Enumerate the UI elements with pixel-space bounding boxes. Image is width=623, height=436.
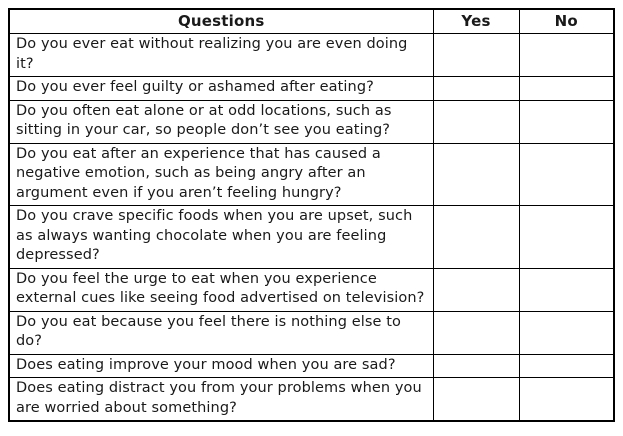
yes-answer-cell[interactable] [432,142,520,206]
no-answer-cell[interactable] [518,205,615,269]
questionnaire-table: Questions Yes No Do you ever eat without… [8,8,615,422]
no-answer-cell[interactable] [518,377,615,422]
yes-answer-cell[interactable] [432,99,520,144]
no-answer-cell[interactable] [518,353,615,378]
column-header-yes: Yes [432,8,520,34]
question-text: Do you often eat alone or at odd locatio… [8,99,434,144]
yes-answer-cell[interactable] [432,33,520,77]
no-answer-cell[interactable] [518,76,615,101]
question-text: Do you eat because you feel there is not… [8,310,434,355]
yes-answer-cell[interactable] [432,76,520,101]
table-header-row: Questions Yes No [8,8,615,34]
table-row: Do you crave specific foods when you are… [8,205,615,269]
yes-answer-cell[interactable] [432,205,520,269]
no-answer-cell[interactable] [518,33,615,77]
yes-answer-cell[interactable] [432,310,520,355]
table-row: Do you often eat alone or at odd locatio… [8,99,615,144]
no-answer-cell[interactable] [518,310,615,355]
column-header-no: No [518,8,615,34]
questions-table-body: Do you ever eat without realizing you ar… [8,33,615,422]
no-answer-cell[interactable] [518,142,615,206]
question-text: Does eating distract you from your probl… [8,377,434,422]
table-row: Does eating distract you from your probl… [8,377,615,422]
table-row: Do you feel the urge to eat when you exp… [8,267,615,312]
table-row: Does eating improve your mood when you a… [8,353,615,378]
yes-answer-cell[interactable] [432,377,520,422]
no-answer-cell[interactable] [518,267,615,312]
question-text: Do you eat after an experience that has … [8,142,434,206]
table-row: Do you ever eat without realizing you ar… [8,33,615,77]
question-text: Do you ever feel guilty or ashamed after… [8,76,434,101]
yes-answer-cell[interactable] [432,353,520,378]
table-row: Do you eat because you feel there is not… [8,310,615,355]
question-text: Do you feel the urge to eat when you exp… [8,267,434,312]
column-header-questions: Questions [8,8,434,34]
table-row: Do you eat after an experience that has … [8,142,615,206]
table-row: Do you ever feel guilty or ashamed after… [8,76,615,101]
question-text: Do you crave specific foods when you are… [8,205,434,269]
question-text: Does eating improve your mood when you a… [8,353,434,378]
no-answer-cell[interactable] [518,99,615,144]
yes-answer-cell[interactable] [432,267,520,312]
question-text: Do you ever eat without realizing you ar… [8,33,434,77]
